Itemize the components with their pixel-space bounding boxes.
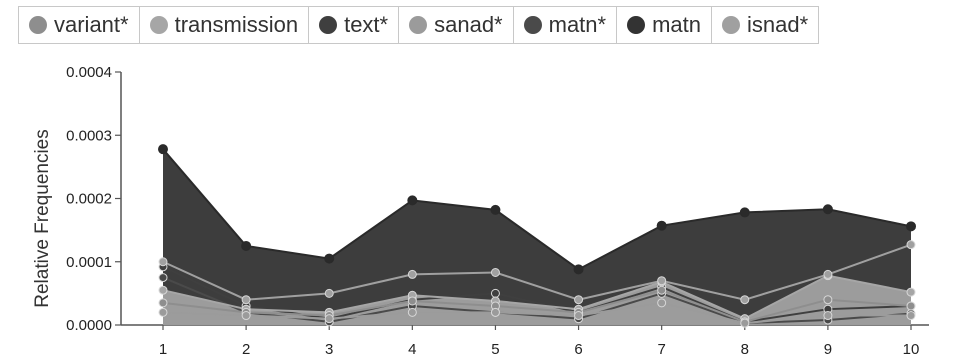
x-tick-label: 7 [657, 341, 665, 358]
x-tick-label: 3 [325, 341, 333, 358]
legend-label: text* [344, 12, 389, 37]
legend-label: matn [652, 12, 702, 37]
legend-item-variant[interactable]: variant* [18, 6, 139, 44]
x-tick-label: 6 [574, 341, 582, 358]
data-point-isnad [740, 295, 750, 305]
y-tick-label: 0.0001 [66, 254, 112, 271]
y-tick-label: 0.0004 [66, 64, 112, 81]
data-point-sanad [324, 314, 334, 324]
legend-label: sanad* [434, 12, 503, 37]
x-tick-label: 9 [824, 341, 832, 358]
data-point-transmission [906, 287, 916, 297]
legend-label: isnad* [747, 12, 809, 37]
legend-label: transmission [174, 12, 299, 37]
data-point-isnad [241, 295, 251, 305]
data-point-variant [657, 285, 667, 295]
y-tick-label: 0.0000 [66, 317, 112, 334]
legend-dot-icon [409, 16, 428, 34]
legend-item-matn[interactable]: matn* [512, 6, 617, 44]
legend-item-text[interactable]: text* [308, 6, 399, 44]
series-line-variant [162, 289, 912, 323]
data-point-sanad [407, 307, 417, 317]
data-point-isnad [324, 288, 334, 298]
legend-dot-icon [29, 16, 47, 34]
y-tick-label: 0.0003 [66, 127, 112, 144]
legend-item-transmission[interactable]: transmission [138, 6, 309, 44]
y-axis-label: Relative Frequencies [32, 129, 53, 307]
legend: variant* transmission text* sanad* matn* matn… [18, 6, 820, 44]
x-tick-label: 5 [491, 341, 499, 358]
series-line-text [162, 265, 912, 323]
x-tick-label: 10 [903, 341, 920, 358]
legend-item-sanad[interactable]: sanad* [398, 6, 513, 44]
legend-dot-icon [523, 16, 542, 34]
series-line-transmission [162, 274, 912, 320]
data-point-matn [241, 240, 252, 251]
data-point-matn [739, 207, 750, 218]
series-line-isnad [162, 243, 912, 301]
data-point-isnad [574, 295, 584, 305]
x-tick-label: 8 [741, 341, 749, 358]
data-point-matn [906, 221, 916, 232]
legend-label: matn* [548, 12, 607, 37]
data-point-variant [158, 298, 168, 308]
x-tick-label: 4 [408, 341, 416, 358]
data-point-variant [823, 295, 833, 305]
data-point-sanad [574, 311, 584, 321]
data-point-variant [407, 296, 417, 306]
data-point-sanad [906, 311, 916, 321]
data-point-sanad [158, 307, 168, 317]
data-point-matn [822, 204, 833, 215]
data-point-transmission [158, 285, 168, 295]
data-point-matn [490, 204, 501, 215]
data-point-isnad [490, 268, 500, 278]
legend-item-isnad[interactable]: isnad* [711, 6, 820, 44]
data-point-isnad [407, 269, 417, 279]
data-point-isnad [158, 257, 168, 267]
legend-dot-icon [722, 16, 741, 34]
legend-label: variant* [54, 12, 129, 37]
data-point-sanad [241, 311, 251, 321]
data-point-variant [906, 301, 916, 311]
legend-dot-icon [627, 16, 646, 34]
area-matn [163, 149, 911, 325]
data-point-sanad [740, 318, 750, 328]
data-point-matn [158, 273, 168, 283]
series-line-sanad [162, 301, 911, 325]
data-point-text [490, 288, 500, 298]
data-point-matn [158, 144, 168, 155]
data-point-matn [573, 264, 584, 275]
data-point-isnad [823, 269, 833, 279]
data-point-matn [324, 253, 335, 264]
data-point-sanad [490, 307, 500, 317]
data-point-isnad [906, 240, 916, 250]
data-point-matn [656, 220, 667, 231]
data-point-sanad [823, 311, 833, 321]
data-point-matn [407, 195, 418, 206]
legend-item-matn[interactable]: matn [616, 6, 712, 44]
legend-dot-icon [319, 16, 338, 34]
series-line-matn [162, 148, 912, 271]
y-tick-label: 0.0002 [66, 191, 112, 208]
data-point-isnad [657, 276, 667, 286]
data-point-sanad [657, 298, 667, 308]
x-tick-label: 1 [159, 341, 167, 358]
x-tick-label: 2 [242, 341, 250, 358]
legend-dot-icon [149, 16, 168, 34]
